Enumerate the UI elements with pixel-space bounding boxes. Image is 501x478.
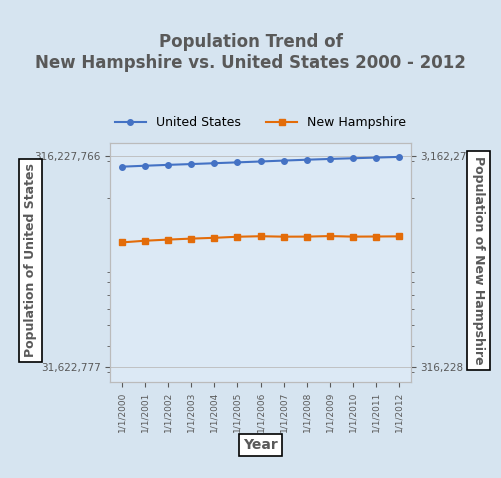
New Hampshire [304,234,310,239]
New Hampshire [350,234,356,239]
New Hampshire [396,233,402,239]
Text: Population of United States: Population of United States [24,163,37,358]
New Hampshire [119,239,125,245]
United States [304,157,310,163]
New Hampshire [258,233,264,239]
Legend: United States, New Hampshire: United States, New Hampshire [110,111,411,134]
New Hampshire [373,234,379,239]
New Hampshire [165,237,171,242]
New Hampshire [327,233,333,239]
Line: United States: United States [119,154,402,170]
New Hampshire [211,235,217,241]
United States [350,155,356,161]
Text: Population of New Hampshire: Population of New Hampshire [472,156,485,365]
United States [396,154,402,160]
United States [234,160,240,165]
New Hampshire [281,234,287,239]
United States [258,159,264,164]
United States [119,164,125,170]
United States [327,156,333,162]
United States [188,161,194,167]
United States [142,163,148,169]
United States [373,155,379,161]
X-axis label: Year: Year [243,438,278,452]
New Hampshire [142,238,148,244]
Text: Population Trend of
New Hampshire vs. United States 2000 - 2012: Population Trend of New Hampshire vs. Un… [35,33,466,72]
United States [165,162,171,168]
Line: New Hampshire: New Hampshire [119,233,402,245]
New Hampshire [188,236,194,241]
United States [281,158,287,163]
New Hampshire [234,234,240,239]
United States [211,160,217,166]
